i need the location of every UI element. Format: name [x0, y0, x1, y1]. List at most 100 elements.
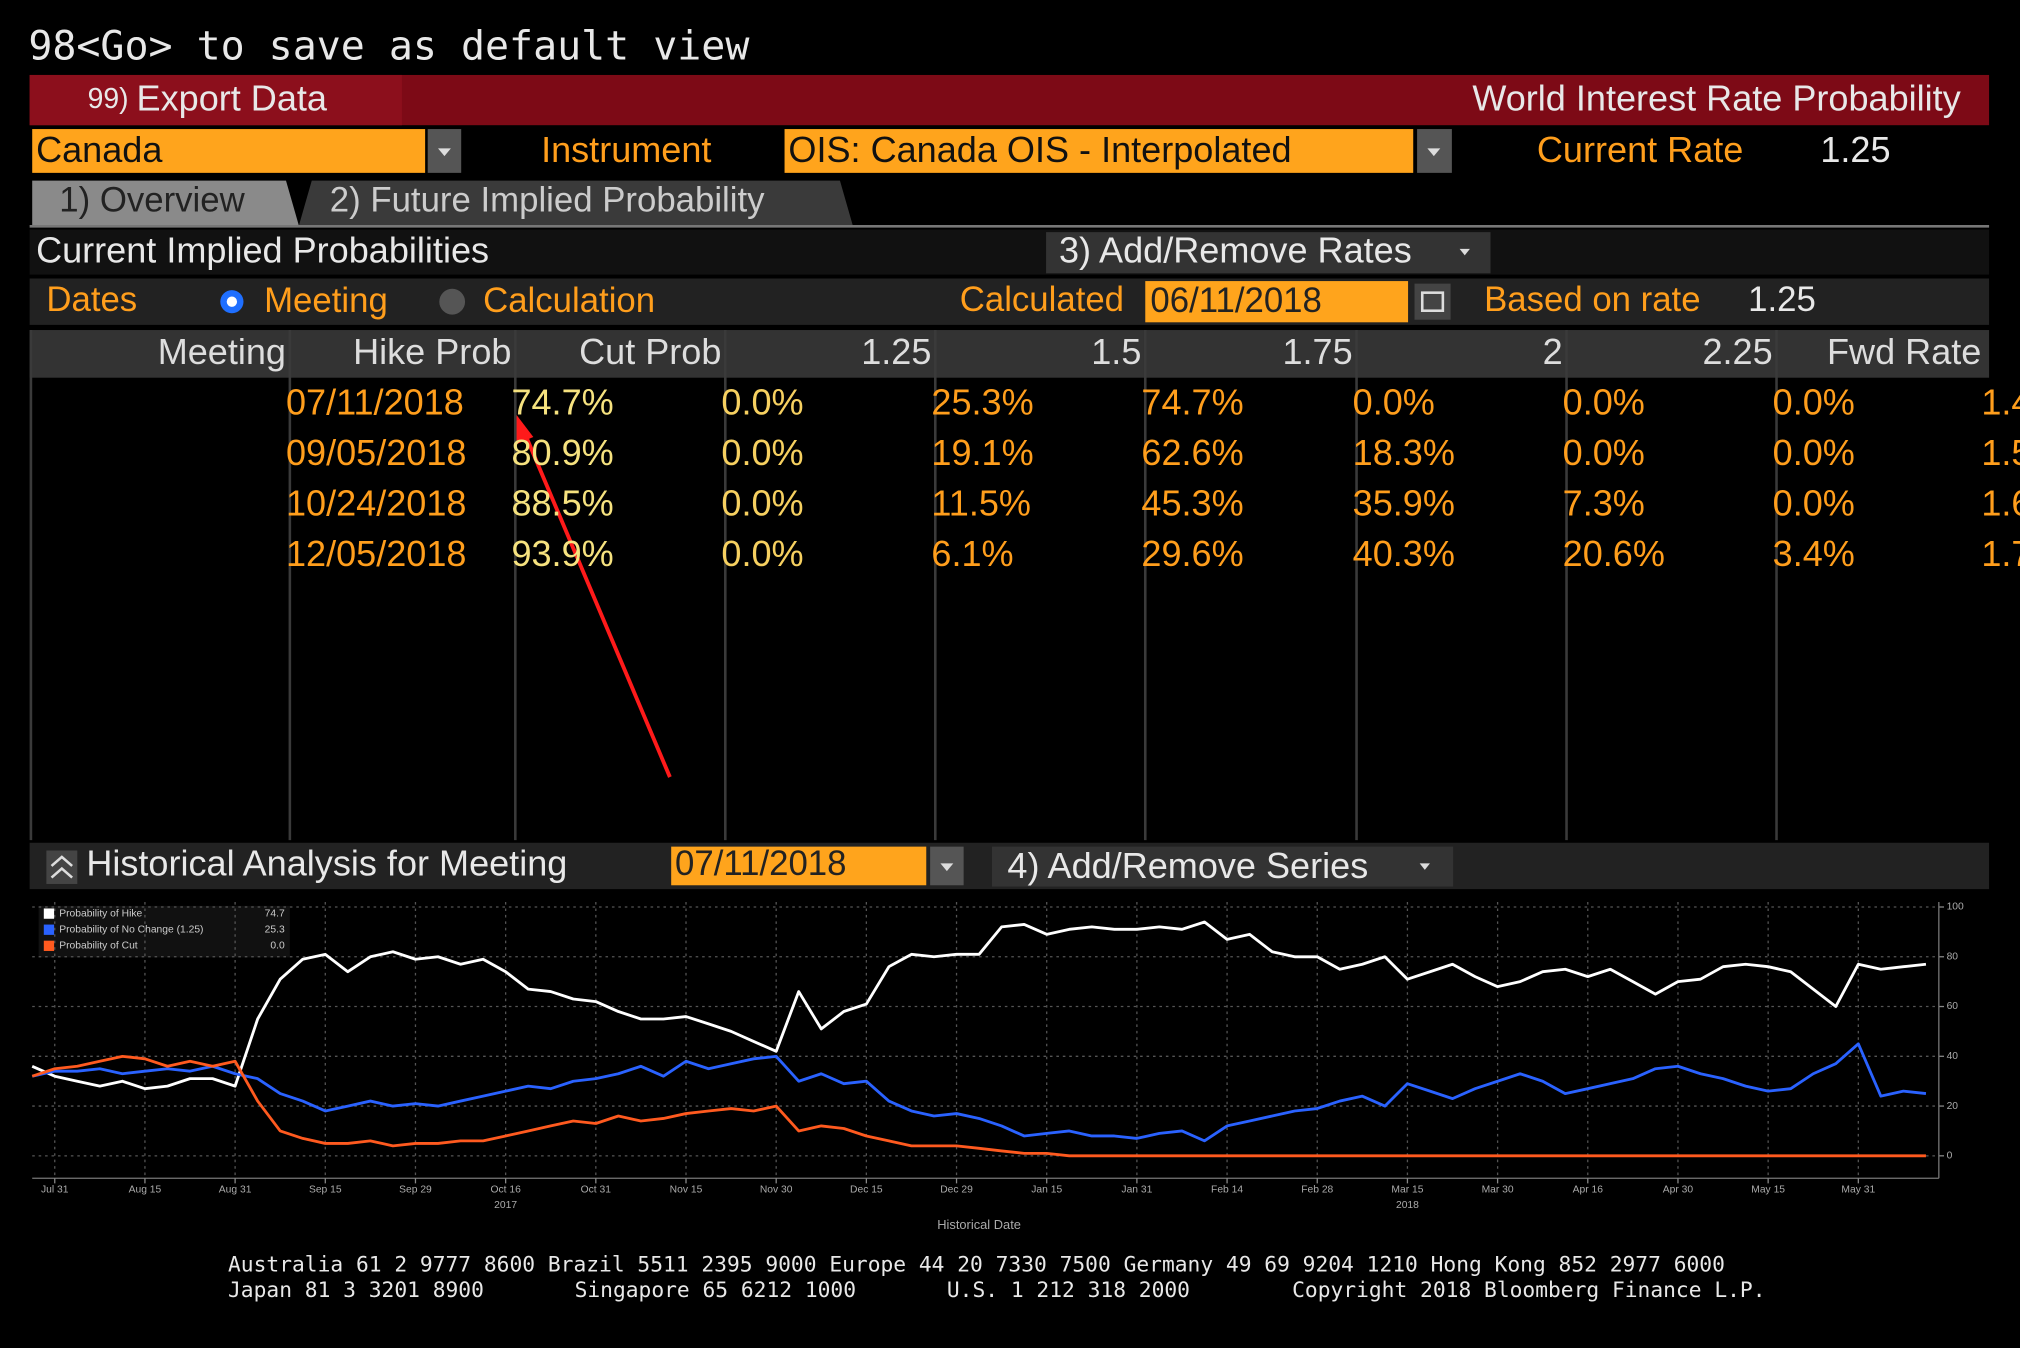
dropdown-arrow — [940, 863, 954, 872]
table-cell: 6.1% — [931, 533, 1013, 574]
current-rate-value: 1.25 — [1820, 129, 1890, 170]
calculated-value: 06/11/2018 — [1150, 282, 1321, 320]
country-value: Canada — [36, 129, 163, 170]
year-label: 2018 — [1396, 1200, 1419, 1211]
table-cell: 1.44 — [1981, 381, 2020, 422]
legend-label: Probability of Hike — [59, 908, 142, 919]
table-cell: 25.3% — [931, 381, 1033, 422]
table-cell: 0.0% — [1773, 483, 1855, 524]
series-line — [31, 1054, 1926, 1158]
table-cell: 07/11/2018 — [286, 381, 464, 422]
x-tick-label: Nov 15 — [670, 1185, 703, 1196]
legend-value: 0.0 — [270, 941, 285, 952]
command-line: 98<Go> to save as default view — [28, 24, 750, 70]
add-remove-rates[interactable]: 3) Add/Remove Rates — [1059, 229, 1412, 270]
column-header: 2.25 — [1702, 331, 1772, 372]
table-cell: 88.5% — [511, 483, 613, 524]
mode-option: Calculation — [483, 282, 655, 320]
x-tick-label: Sep 15 — [309, 1185, 342, 1196]
table-cell: 40.3% — [1353, 533, 1455, 574]
tab-future[interactable] — [298, 180, 853, 226]
x-tick-label: Aug 15 — [129, 1185, 162, 1196]
x-tick-label: May 31 — [1841, 1185, 1875, 1196]
panel-header — [29, 229, 1990, 275]
meeting-box[interactable] — [671, 846, 927, 886]
x-tick-label: Jul 31 — [41, 1185, 69, 1196]
table-cell: 19.1% — [931, 432, 1033, 473]
app-title: World Interest Rate Probability — [1472, 77, 1960, 118]
column-header: Hike Prob — [353, 331, 511, 372]
table-cell: 0.0% — [1353, 381, 1435, 422]
table-cell: 1.50 — [1981, 432, 2020, 473]
footer-item: Singapore 65 6212 1000 — [575, 1278, 856, 1303]
x-tick-label: Apr 30 — [1663, 1185, 1694, 1196]
export-number: 99) — [88, 83, 129, 115]
panel-title: Current Implied Probabilities — [36, 229, 489, 270]
country-box[interactable] — [32, 129, 426, 173]
instrument-box[interactable] — [784, 129, 1414, 173]
current-rate-label: Current Rate — [1537, 129, 1743, 170]
calculated-label: Calculated — [960, 281, 1124, 319]
dropdown-arrow — [1427, 148, 1441, 157]
calendar-button[interactable] — [1414, 283, 1451, 320]
history-title: Historical Analysis for Meeting — [86, 842, 567, 883]
based-rate: 1.25 — [1748, 281, 1816, 319]
table-cell: 20.6% — [1563, 533, 1665, 574]
calendar-icon — [1420, 291, 1445, 312]
legend-label: Probability of No Change (1.25) — [59, 924, 203, 935]
table-cell: 45.3% — [1141, 483, 1243, 524]
column-header: 2 — [1543, 331, 1563, 372]
tab-label[interactable]: 2) Future Implied Probability — [330, 182, 765, 220]
annotation-arrow — [521, 428, 672, 778]
y-tick-label: 0 — [1947, 1151, 1953, 1162]
x-tick-label: Mar 15 — [1391, 1185, 1423, 1196]
instrument-label: Instrument — [541, 129, 711, 170]
table-cell: 11.5% — [931, 483, 1031, 524]
series-line — [31, 1042, 1927, 1143]
x-tick-label: Apr 16 — [1573, 1185, 1604, 1196]
y-tick-label: 40 — [1947, 1051, 1959, 1062]
options-bar — [29, 278, 1990, 325]
table-cell: 10/24/2018 — [286, 483, 467, 524]
table-cell: 09/05/2018 — [286, 432, 467, 473]
y-tick-label: 80 — [1947, 951, 1959, 962]
tab-overview[interactable] — [32, 180, 299, 226]
add-remove-rates-button[interactable] — [1046, 232, 1491, 274]
table-cell: 0.0% — [1773, 432, 1855, 473]
calculated-box[interactable] — [1145, 281, 1409, 323]
dropdown-arrow — [438, 148, 451, 157]
table-cell: 0.0% — [721, 533, 803, 574]
table-cell: 0.0% — [721, 381, 803, 422]
column-header: 1.75 — [1282, 331, 1352, 372]
export-label: Export Data — [137, 77, 328, 118]
legend-value: 25.3 — [265, 924, 285, 935]
add-remove-series[interactable]: 4) Add/Remove Series — [1007, 845, 1368, 886]
x-tick-label: Feb 14 — [1211, 1185, 1243, 1196]
dates-label: Dates — [46, 281, 137, 319]
instrument-value: OIS: Canada OIS - Interpolated — [788, 129, 1291, 170]
column-header: 1.25 — [861, 331, 931, 372]
footer-item: U.S. 1 212 318 2000 — [947, 1278, 1190, 1303]
table-cell: 74.7% — [511, 381, 613, 422]
legend-swatch — [43, 908, 55, 919]
y-tick-label: 20 — [1947, 1101, 1959, 1112]
x-tick-label: Oct 31 — [581, 1185, 612, 1196]
y-tick-label: 100 — [1947, 902, 1964, 913]
legend-swatch — [43, 940, 55, 951]
x-tick-label: Sep 29 — [399, 1185, 432, 1196]
mode-option: Meeting — [264, 282, 388, 320]
table-cell: 74.7% — [1141, 381, 1243, 422]
table-cell: 93.9% — [511, 533, 613, 574]
table-cell: 0.0% — [1563, 432, 1645, 473]
add-remove-series-button[interactable] — [991, 846, 1454, 887]
export-button[interactable] — [29, 74, 402, 126]
radio-unselected[interactable] — [439, 288, 466, 315]
table-cell: 80.9% — [511, 432, 613, 473]
tab-label[interactable]: 1) Overview — [59, 182, 245, 220]
column-header: 1.5 — [1091, 331, 1141, 372]
dropdown-arrow — [1419, 863, 1430, 870]
x-tick-label: Aug 31 — [219, 1185, 252, 1196]
year-label: 2017 — [494, 1200, 517, 1211]
